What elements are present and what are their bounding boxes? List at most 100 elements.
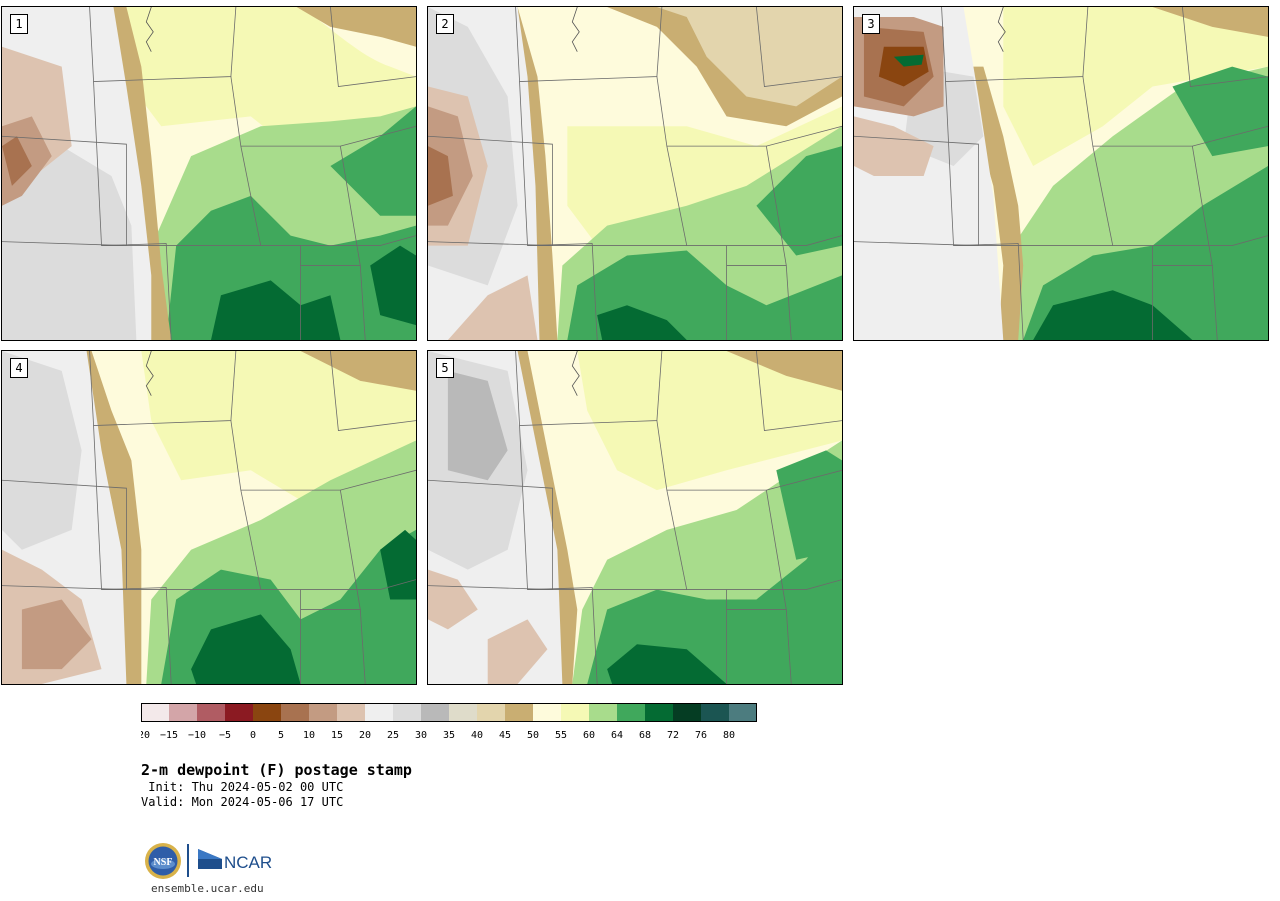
- state-border: [93, 81, 172, 340]
- state-borders: [428, 7, 842, 340]
- dewpoint-region: [2, 126, 137, 340]
- state-border: [519, 81, 598, 340]
- dewpoint-region: [447, 370, 508, 481]
- lake-outline: [571, 7, 580, 52]
- colorbar-swatch: [141, 703, 169, 722]
- dewpoint-region: [1152, 7, 1268, 37]
- state-border: [756, 351, 842, 431]
- state-border: [756, 7, 842, 87]
- colorbar-swatch: [533, 703, 561, 722]
- state-border: [854, 135, 979, 246]
- colorbar-tick-label: 64: [611, 730, 623, 741]
- dewpoint-region: [756, 146, 842, 256]
- map-panel-3: 3: [853, 6, 1269, 341]
- state-border: [300, 579, 416, 590]
- dewpoint-map: [2, 7, 416, 340]
- dewpoint-region: [1172, 66, 1268, 157]
- logo-divider: [187, 844, 189, 877]
- colorbar-swatch: [645, 703, 673, 722]
- state-border: [428, 135, 553, 246]
- state-border: [941, 7, 1089, 82]
- colorbar-swatch: [225, 703, 253, 722]
- state-border: [515, 7, 663, 82]
- state-borders: [854, 7, 1268, 340]
- map-panel-1: 1: [1, 6, 417, 341]
- dewpoint-map: [2, 351, 416, 684]
- colorbar-tick-label: 0: [250, 730, 256, 741]
- colorbar-tick-label: −5: [219, 730, 231, 741]
- colorbar-swatch: [365, 703, 393, 722]
- state-border: [666, 146, 688, 246]
- colorbar-tick-label: 15: [331, 730, 343, 741]
- colorbar-swatch: [281, 703, 309, 722]
- colorbar-tick-label: 10: [303, 730, 315, 741]
- dewpoint-region: [71, 351, 142, 684]
- state-border: [726, 579, 842, 590]
- dewpoint-region: [587, 510, 842, 684]
- state-border: [359, 609, 366, 684]
- colorbar-tick-label: −10: [188, 730, 206, 741]
- state-border: [230, 76, 416, 147]
- colorbar-tick-label: 5: [278, 730, 284, 741]
- dewpoint-region: [487, 619, 548, 684]
- colorbar-tick-label: 68: [639, 730, 651, 741]
- dewpoint-region: [567, 106, 842, 246]
- state-border: [519, 425, 598, 684]
- state-border: [785, 265, 792, 340]
- colorbar-tick-label: 30: [415, 730, 427, 741]
- colorbar-swatch: [589, 703, 617, 722]
- state-border: [428, 479, 553, 590]
- dewpoint-region: [1003, 7, 1268, 167]
- state-border: [240, 146, 262, 246]
- dewpoint-region: [21, 599, 92, 670]
- state-border: [656, 76, 842, 147]
- lake-outline: [997, 7, 1006, 52]
- state-border: [330, 7, 416, 87]
- state-border: [515, 351, 663, 426]
- colorbar-swatch: [197, 703, 225, 722]
- colorbar-swatch: [393, 703, 421, 722]
- dewpoint-colorbar: −20 −15 −10 −5 0 5 10 15 20 25 30 35 40 45 50 55 60 64 68 7…: [141, 703, 757, 741]
- colorbar-swatch: [701, 703, 729, 722]
- colorbar-swatch: [421, 703, 449, 722]
- state-border: [240, 490, 262, 590]
- dewpoint-region: [607, 644, 727, 684]
- dewpoint-map: [428, 351, 842, 684]
- panel-label: 4: [10, 358, 28, 378]
- dewpoint-map: [428, 7, 842, 340]
- ncar-logo: NCAR: [198, 849, 272, 872]
- dewpoint-region: [577, 351, 842, 491]
- colorbar-tick-label: 76: [695, 730, 707, 741]
- state-border: [1092, 146, 1114, 246]
- colorbar-tick-label: −20: [141, 730, 150, 741]
- colorbar-frame: [141, 703, 757, 722]
- colorbar-swatch: [561, 703, 589, 722]
- state-border: [945, 81, 1024, 340]
- dewpoint-region: [854, 116, 934, 176]
- state-border: [666, 490, 688, 590]
- dewpoint-region: [370, 245, 416, 326]
- state-border: [1152, 235, 1268, 246]
- site-url: ensemble.ucar.edu: [151, 882, 264, 895]
- state-border: [89, 351, 237, 426]
- colorbar-swatch: [617, 703, 645, 722]
- colorbar-tick-label: −15: [160, 730, 178, 741]
- dewpoint-region: [300, 351, 416, 391]
- dewpoint-region: [210, 280, 341, 340]
- lake-outline: [571, 351, 580, 396]
- panel-label: 1: [10, 14, 28, 34]
- dewpoint-region: [656, 7, 842, 107]
- state-borders: [2, 351, 416, 684]
- colorbar-swatch: [477, 703, 505, 722]
- colorbar-swatch: [309, 703, 337, 722]
- panel-label: 5: [436, 358, 454, 378]
- state-border: [785, 609, 792, 684]
- state-borders: [2, 7, 416, 340]
- colorbar-tick-label: 35: [443, 730, 455, 741]
- dewpoint-region: [191, 614, 301, 684]
- colorbar-swatch: [505, 703, 533, 722]
- colorbar-swatch: [253, 703, 281, 722]
- colorbar-tick-label: 72: [667, 730, 679, 741]
- map-panel-4: 4: [1, 350, 417, 685]
- state-border: [1182, 7, 1268, 87]
